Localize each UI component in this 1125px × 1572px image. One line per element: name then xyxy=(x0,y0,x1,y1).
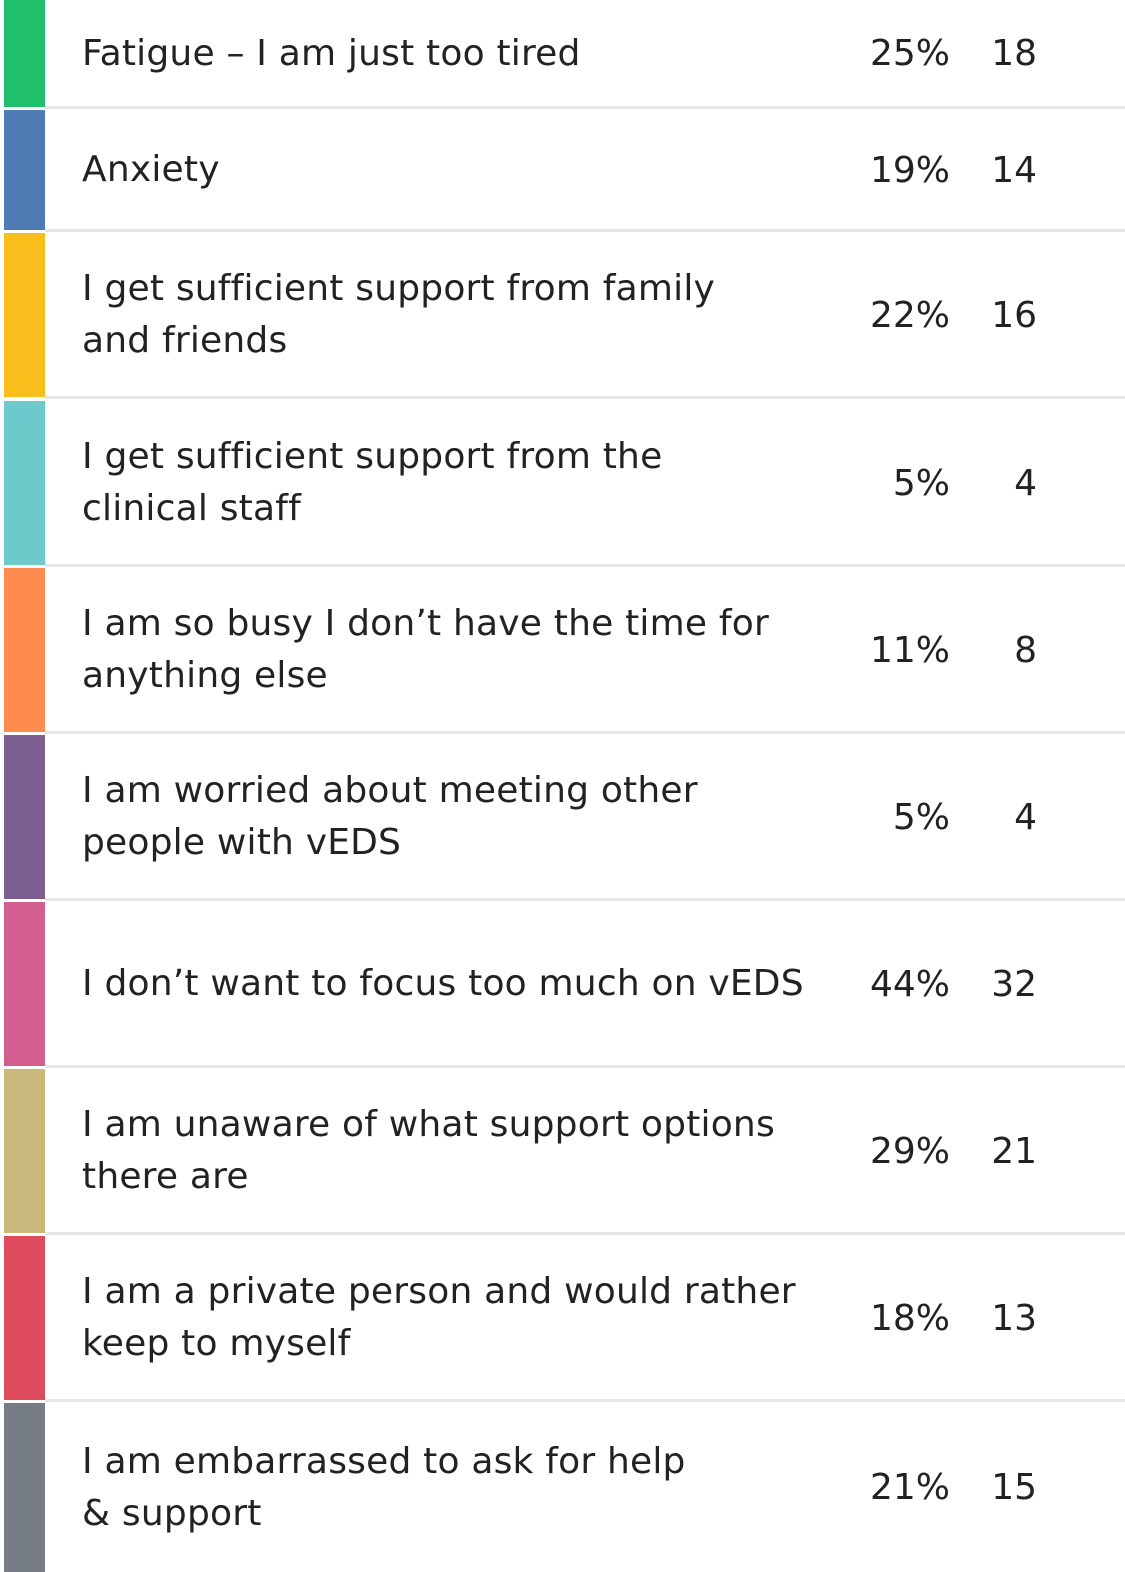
row-label: I am so busy I don’t have the time for an… xyxy=(82,603,769,696)
table-row: I am so busy I don’t have the time for an… xyxy=(0,568,1125,734)
row-percent: 21% xyxy=(869,1467,950,1508)
color-swatch xyxy=(4,401,45,565)
table-row: I don’t want to focus too much on vEDS 44… xyxy=(0,902,1125,1068)
row-count: 16 xyxy=(991,294,1037,336)
row-count: 32 xyxy=(991,963,1037,1005)
row-label: I don’t want to focus too much on vEDS xyxy=(82,963,804,1004)
table-row: Fatigue – I am just too tired 25% 18 xyxy=(0,0,1125,109)
row-divider xyxy=(45,1065,1125,1068)
color-swatch xyxy=(4,568,45,732)
table-row: I am unaware of what support options ther… xyxy=(0,1069,1125,1235)
row-count: 18 xyxy=(991,33,1037,74)
row-label: I get sufficient support from the clinica… xyxy=(82,436,663,529)
row-label: I get sufficient support from family and … xyxy=(82,268,716,361)
row-count: 13 xyxy=(991,1297,1037,1339)
color-swatch xyxy=(4,233,45,397)
row-percent: 29% xyxy=(869,1130,950,1172)
row-count: 15 xyxy=(991,1467,1037,1508)
row-divider xyxy=(45,396,1125,399)
table-row: I get sufficient support from family and … xyxy=(0,233,1125,399)
row-divider xyxy=(45,1399,1125,1402)
row-count: 4 xyxy=(1014,796,1037,838)
row-label: I am a private person and would rather ke… xyxy=(82,1271,796,1364)
row-divider xyxy=(45,731,1125,734)
row-percent: 19% xyxy=(869,149,950,191)
color-swatch xyxy=(4,735,45,899)
row-percent: 5% xyxy=(892,462,950,504)
table-row: I am embarrassed to ask for help & suppor… xyxy=(0,1403,1125,1572)
table-row: I am a private person and would rather ke… xyxy=(0,1236,1125,1402)
row-percent: 44% xyxy=(869,963,950,1005)
row-label: I am worried about meeting other people w… xyxy=(82,770,698,863)
row-label: I am embarrassed to ask for help & suppor… xyxy=(82,1440,686,1534)
color-swatch xyxy=(4,902,45,1066)
table-row: I am worried about meeting other people w… xyxy=(0,735,1125,901)
row-divider xyxy=(45,106,1125,109)
row-label: Fatigue – I am just too tired xyxy=(82,32,581,74)
color-swatch xyxy=(4,1069,45,1233)
row-divider xyxy=(45,564,1125,567)
row-count: 21 xyxy=(991,1130,1037,1172)
color-swatch xyxy=(4,0,45,107)
row-divider xyxy=(45,229,1125,232)
row-count: 8 xyxy=(1014,629,1037,671)
color-swatch xyxy=(4,1403,45,1572)
table-row: I get sufficient support from the clinica… xyxy=(0,401,1125,567)
table-row: Anxiety 19% 14 xyxy=(0,110,1125,232)
row-count: 14 xyxy=(991,149,1037,191)
color-swatch xyxy=(4,110,45,230)
color-swatch xyxy=(4,1236,45,1400)
row-divider xyxy=(45,898,1125,901)
row-label: Anxiety xyxy=(82,149,220,190)
row-count: 4 xyxy=(1014,462,1037,504)
row-percent: 11% xyxy=(869,629,950,671)
row-divider xyxy=(45,1232,1125,1235)
row-percent: 22% xyxy=(869,294,950,336)
row-label: I am unaware of what support options ther… xyxy=(82,1104,775,1197)
row-percent: 18% xyxy=(869,1297,950,1339)
row-percent: 5% xyxy=(892,796,950,838)
row-percent: 25% xyxy=(869,33,950,74)
